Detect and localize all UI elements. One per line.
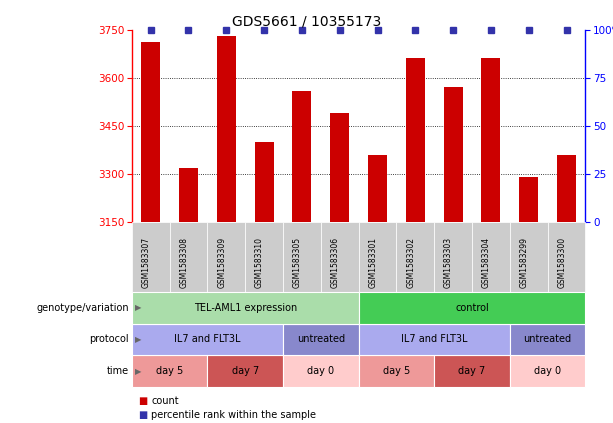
Text: GSM1583309: GSM1583309 bbox=[217, 237, 226, 288]
Text: GSM1583310: GSM1583310 bbox=[255, 237, 264, 288]
Text: IL7 and FLT3L: IL7 and FLT3L bbox=[401, 335, 468, 344]
Text: count: count bbox=[151, 396, 179, 406]
Bar bbox=[292, 91, 311, 222]
Text: ■: ■ bbox=[138, 410, 147, 420]
Text: GDS5661 / 10355173: GDS5661 / 10355173 bbox=[232, 15, 381, 29]
Text: GSM1583303: GSM1583303 bbox=[444, 237, 453, 288]
Bar bbox=[481, 58, 500, 222]
Bar bbox=[254, 142, 273, 222]
Text: IL7 and FLT3L: IL7 and FLT3L bbox=[174, 335, 241, 344]
Text: day 0: day 0 bbox=[534, 366, 561, 376]
Text: GSM1583305: GSM1583305 bbox=[293, 237, 302, 288]
Bar bbox=[519, 177, 538, 222]
Text: untreated: untreated bbox=[297, 335, 345, 344]
Text: day 7: day 7 bbox=[459, 366, 485, 376]
Text: GSM1583300: GSM1583300 bbox=[557, 237, 566, 288]
Text: ■: ■ bbox=[138, 396, 147, 406]
Bar bbox=[557, 155, 576, 222]
Text: day 5: day 5 bbox=[156, 366, 183, 376]
Text: protocol: protocol bbox=[89, 335, 129, 344]
Text: day 0: day 0 bbox=[307, 366, 334, 376]
Text: ▶: ▶ bbox=[135, 303, 142, 312]
Text: untreated: untreated bbox=[524, 335, 572, 344]
Bar bbox=[444, 88, 463, 222]
Text: GSM1583299: GSM1583299 bbox=[520, 237, 528, 288]
Text: GSM1583306: GSM1583306 bbox=[330, 237, 340, 288]
Text: ▶: ▶ bbox=[135, 367, 142, 376]
Bar bbox=[179, 168, 198, 222]
Bar bbox=[330, 113, 349, 222]
Text: day 5: day 5 bbox=[383, 366, 410, 376]
Bar bbox=[217, 36, 236, 222]
Text: genotype/variation: genotype/variation bbox=[36, 303, 129, 313]
Text: percentile rank within the sample: percentile rank within the sample bbox=[151, 410, 316, 420]
Text: GSM1583301: GSM1583301 bbox=[368, 237, 378, 288]
Bar bbox=[141, 42, 160, 222]
Bar bbox=[406, 58, 425, 222]
Text: time: time bbox=[107, 366, 129, 376]
Bar bbox=[368, 155, 387, 222]
Text: GSM1583307: GSM1583307 bbox=[142, 237, 151, 288]
Text: GSM1583304: GSM1583304 bbox=[482, 237, 491, 288]
Text: ▶: ▶ bbox=[135, 335, 142, 344]
Text: control: control bbox=[455, 303, 489, 313]
Text: GSM1583308: GSM1583308 bbox=[180, 237, 189, 288]
Text: TEL-AML1 expression: TEL-AML1 expression bbox=[194, 303, 297, 313]
Text: GSM1583302: GSM1583302 bbox=[406, 237, 416, 288]
Text: day 7: day 7 bbox=[232, 366, 259, 376]
